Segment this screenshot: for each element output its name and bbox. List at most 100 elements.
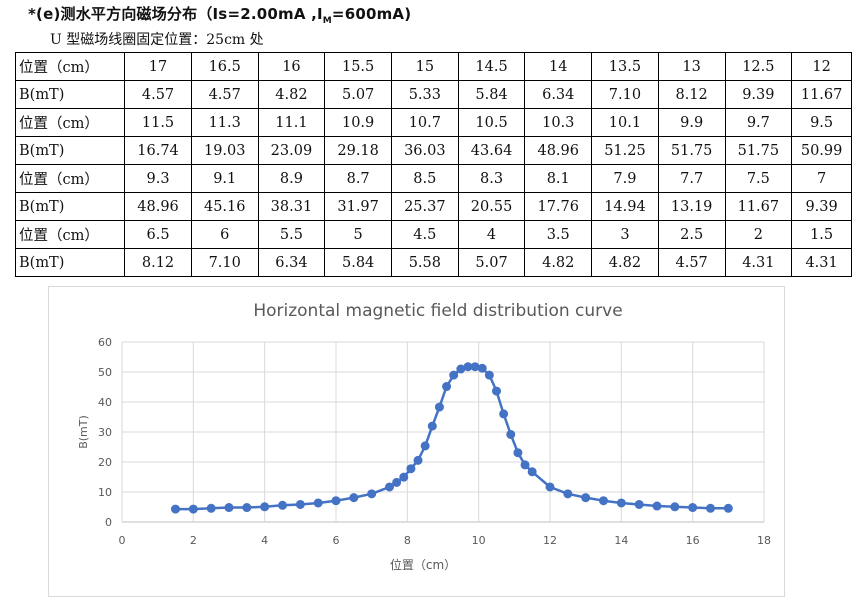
data-point — [406, 464, 416, 474]
row-label: B(mT) — [14, 80, 126, 109]
table-cell: 10.7 — [390, 108, 459, 137]
title-main: *(e)测水平方向磁场分布（Is=2.00mA ,I — [28, 5, 323, 23]
x-tick-label: 18 — [757, 534, 771, 547]
data-point — [484, 370, 494, 380]
y-tick-label: 40 — [98, 396, 112, 409]
table-cell: 2 — [724, 220, 793, 249]
data-point — [434, 402, 444, 412]
table-row: 位置（cm） 6.5 6 5.5 5 4.5 4 3.5 3 2.5 2 1.5 — [14, 220, 852, 249]
data-point — [706, 503, 715, 513]
row-label: 位置（cm） — [14, 164, 126, 193]
table-cell: 14 — [524, 52, 593, 81]
table-cell: 11.67 — [724, 192, 793, 221]
table-row: B(mT) 48.96 45.16 38.31 31.97 25.37 20.55 17.76… — [14, 192, 852, 221]
data-point — [599, 496, 608, 506]
data-point — [313, 498, 323, 508]
chart-title: Horizontal magnetic field distribution c… — [253, 301, 622, 321]
title-subscript: M — [322, 16, 332, 26]
table-cell: 16 — [257, 52, 326, 81]
y-axis-label: B(mT) — [77, 415, 90, 449]
table-cell: 9.7 — [724, 108, 793, 137]
table-cell: 14.94 — [591, 192, 659, 221]
table-cell: 5.5 — [257, 220, 326, 249]
data-point — [513, 448, 523, 458]
table-row: B(mT) 4.57 4.57 4.82 5.07 5.33 5.84 6.34 7.10 8.1… — [14, 80, 852, 109]
table-cell: 3 — [591, 220, 659, 249]
table-cell: 25.37 — [390, 192, 459, 221]
data-point — [652, 501, 662, 511]
data-point — [171, 504, 180, 514]
data-point — [723, 503, 733, 513]
table-cell: 11.5 — [124, 108, 192, 137]
table-cell: 7.9 — [591, 164, 659, 193]
table-cell: 8.7 — [324, 164, 392, 193]
magnetic-field-chart: Horizontal magnetic field distribution c… — [77, 301, 771, 572]
data-point — [224, 503, 234, 513]
data-point — [385, 482, 394, 492]
table-cell: 10.3 — [524, 108, 593, 137]
title-tail: =600mA) — [331, 5, 412, 23]
table-cell: 4 — [457, 220, 526, 249]
data-point — [260, 502, 270, 512]
table-cell: 1.5 — [791, 220, 852, 249]
table-cell: 4.82 — [524, 248, 593, 277]
table-row: B(mT) 8.12 7.10 6.34 5.84 5.58 5.07 4.82 4.82 4.5… — [14, 248, 852, 277]
table-cell: 15 — [390, 52, 459, 81]
x-tick-label: 16 — [686, 534, 700, 547]
data-point — [399, 472, 409, 482]
table-cell: 4.57 — [190, 80, 259, 109]
table-cell: 9.3 — [124, 164, 192, 193]
page-subtitle: U 型磁场线圈固定位置：25cm 处 — [50, 32, 264, 48]
table-cell: 6.34 — [524, 80, 593, 109]
table-cell: 8.3 — [457, 164, 526, 193]
table-cell: 4.31 — [724, 248, 793, 277]
data-point — [527, 467, 537, 477]
table-cell: 16.74 — [124, 136, 192, 165]
row-label: 位置（cm） — [14, 220, 126, 249]
table-cell: 11.3 — [190, 108, 259, 137]
y-tick-label: 20 — [98, 456, 112, 469]
table-cell: 12.5 — [724, 52, 793, 81]
x-tick-label: 0 — [119, 534, 126, 547]
table-cell: 31.97 — [324, 192, 392, 221]
table-cell: 23.09 — [257, 136, 326, 165]
data-point — [449, 370, 459, 380]
data-point — [477, 363, 487, 373]
data-point — [520, 460, 530, 470]
data-point — [331, 496, 341, 506]
table-cell: 51.75 — [724, 136, 793, 165]
data-point — [670, 502, 680, 512]
table-cell: 4.5 — [390, 220, 459, 249]
data-point — [367, 489, 377, 499]
table-cell: 7.7 — [657, 164, 726, 193]
x-tick-label: 14 — [614, 534, 628, 547]
data-point — [413, 455, 423, 465]
table-cell: 51.25 — [591, 136, 659, 165]
table-cell: 5.58 — [390, 248, 459, 277]
table-cell: 11.1 — [257, 108, 326, 137]
data-point — [295, 499, 305, 509]
table-cell: 7.10 — [591, 80, 659, 109]
y-tick-label: 10 — [98, 486, 112, 499]
table-cell: 8.12 — [124, 248, 192, 277]
data-point — [688, 503, 698, 513]
data-point — [420, 441, 430, 451]
table-cell: 5.07 — [324, 80, 392, 109]
table-cell: 45.16 — [190, 192, 259, 221]
data-point — [470, 362, 480, 372]
table-cell: 8.12 — [657, 80, 726, 109]
data-point — [563, 489, 573, 499]
data-point — [492, 386, 501, 396]
table-cell: 4.57 — [657, 248, 726, 277]
table-cell: 9.39 — [791, 192, 852, 221]
table-row: 位置（cm） 9.3 9.1 8.9 8.7 8.5 8.3 8.1 7.9 7.7 7.5 7 — [14, 164, 852, 193]
data-point — [427, 421, 437, 431]
table-cell: 6 — [190, 220, 259, 249]
data-point — [499, 409, 509, 419]
table-cell: 9.5 — [791, 108, 852, 137]
data-point — [634, 499, 644, 509]
x-tick-label: 10 — [472, 534, 486, 547]
x-tick-label: 2 — [190, 534, 197, 547]
table-cell: 9.39 — [724, 80, 793, 109]
table-cell: 3.5 — [524, 220, 593, 249]
